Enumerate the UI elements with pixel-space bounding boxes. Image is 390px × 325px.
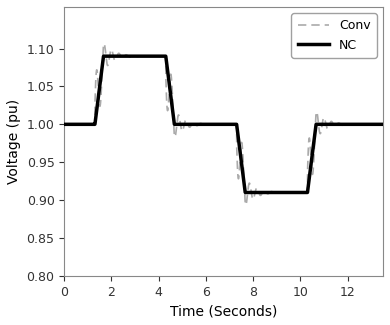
Legend: Conv, NC: Conv, NC <box>291 13 377 58</box>
Conv <box>243 203 248 207</box>
Conv <box>324 124 329 128</box>
NC <box>269 190 274 194</box>
Conv <box>120 56 124 60</box>
Conv <box>381 122 385 126</box>
NC <box>300 190 305 194</box>
Conv <box>62 123 67 126</box>
Conv <box>184 118 188 122</box>
Y-axis label: Voltage (pu): Voltage (pu) <box>7 99 21 184</box>
Line: NC: NC <box>64 56 383 192</box>
Conv <box>300 190 305 194</box>
NC <box>184 123 188 126</box>
Conv <box>253 188 258 192</box>
NC <box>62 123 67 126</box>
Line: Conv: Conv <box>64 44 383 205</box>
NC <box>243 190 248 194</box>
NC <box>324 123 329 126</box>
Conv <box>269 189 274 193</box>
NC <box>381 123 385 126</box>
Conv <box>102 42 106 46</box>
NC <box>253 190 258 194</box>
NC <box>120 54 124 58</box>
X-axis label: Time (Seconds): Time (Seconds) <box>170 304 277 318</box>
NC <box>101 54 106 58</box>
